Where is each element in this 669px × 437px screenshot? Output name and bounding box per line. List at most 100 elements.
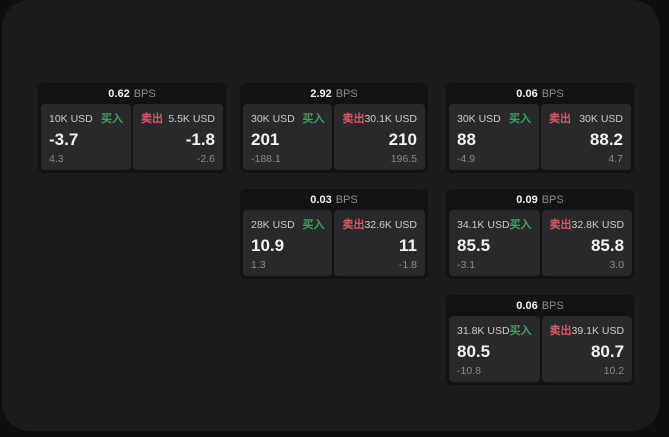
buy-tile[interactable]: 10K USD 买入 -3.7 4.3: [41, 104, 131, 170]
sell-price: -1.8: [185, 130, 215, 149]
quote-card: 0.03 BPS 28K USD 买入 10.9 1.3 卖出 32.6K US…: [240, 189, 428, 279]
buy-tile-header: 28K USD 买入: [251, 216, 324, 232]
sell-price: 210: [388, 130, 417, 149]
buy-tile[interactable]: 31.8K USD 买入 80.5 -10.8: [449, 316, 540, 382]
sell-side-label: 卖出: [549, 325, 572, 337]
sell-delta: 196.5: [390, 153, 417, 165]
sell-side-label: 卖出: [549, 113, 571, 125]
buy-tile-header: 34.1K USD 买入: [457, 216, 532, 232]
sell-tile-header: 卖出 39.1K USD: [550, 322, 625, 338]
quote-tiles: 28K USD 买入 10.9 1.3 卖出 32.6K USD 11 -1.8: [240, 210, 428, 279]
sell-price: 11: [399, 236, 417, 255]
sell-tile-header: 卖出 30K USD: [549, 110, 623, 126]
buy-tile[interactable]: 28K USD 买入 10.9 1.3: [243, 210, 333, 276]
quote-card: 0.09 BPS 34.1K USD 买入 85.5 -3.1 卖出 32.8K…: [446, 189, 634, 279]
buy-notional: 28K USD: [251, 219, 295, 231]
sell-side-label: 卖出: [342, 219, 365, 231]
sell-tile[interactable]: 卖出 30K USD 88.2 4.7: [541, 104, 631, 170]
buy-tile-header: 30K USD 买入: [457, 110, 531, 126]
buy-delta: -4.9: [457, 153, 476, 165]
buy-notional: 34.1K USD: [457, 219, 510, 231]
sell-tile[interactable]: 卖出 39.1K USD 80.7 10.2: [541, 316, 633, 382]
sell-tile[interactable]: 卖出 5.5K USD -1.8 -2.6: [133, 104, 223, 170]
buy-tile-header: 30K USD 买入: [251, 110, 324, 126]
sell-delta: -1.8: [398, 259, 417, 271]
sell-side-label: 卖出: [141, 113, 163, 125]
sell-price: 85.8: [590, 236, 625, 255]
buy-delta: 1.3: [251, 259, 266, 271]
bps-unit-label: BPS: [541, 193, 564, 206]
buy-tile-header: 10K USD 买入: [49, 110, 123, 126]
bps-unit-label: BPS: [335, 87, 358, 100]
buy-notional: 31.8K USD: [457, 325, 510, 337]
sell-side-label: 卖出: [549, 219, 572, 231]
quote-tiles: 10K USD 买入 -3.7 4.3 卖出 5.5K USD -1.8 -2.…: [38, 104, 226, 173]
sell-tile[interactable]: 卖出 32.6K USD 11 -1.8: [334, 210, 425, 276]
bps-value: 0.09: [516, 193, 538, 206]
bps-value: 0.06: [516, 87, 538, 100]
quote-card: 0.06 BPS 31.8K USD 买入 80.5 -10.8 卖出 39.1…: [446, 295, 634, 385]
bps-value: 0.06: [516, 299, 538, 312]
buy-side-label: 买入: [101, 113, 123, 125]
buy-price: 88: [457, 130, 476, 149]
card-header: 0.03 BPS: [240, 189, 428, 210]
sell-tile[interactable]: 卖出 30.1K USD 210 196.5: [334, 104, 425, 170]
buy-side-label: 买入: [509, 113, 531, 125]
buy-tile-header: 31.8K USD 买入: [457, 322, 532, 338]
bps-unit-label: BPS: [133, 87, 156, 100]
buy-tile[interactable]: 30K USD 买入 88 -4.9: [449, 104, 539, 170]
buy-price: 85.5: [457, 236, 491, 255]
buy-delta: 4.3: [49, 153, 64, 165]
quote-tiles: 31.8K USD 买入 80.5 -10.8 卖出 39.1K USD 80.…: [446, 316, 634, 385]
buy-tile[interactable]: 30K USD 买入 201 -188.1: [243, 104, 333, 170]
quote-card: 0.06 BPS 30K USD 买入 88 -4.9 卖出 30K USD 8…: [446, 83, 634, 173]
sell-tile-header: 卖出 5.5K USD: [141, 110, 215, 126]
buy-price: 201: [251, 130, 280, 149]
buy-price: 10.9: [251, 236, 285, 255]
sell-notional: 30K USD: [579, 113, 623, 125]
buy-delta: -188.1: [251, 153, 281, 165]
sell-side-label: 卖出: [342, 113, 365, 125]
buy-notional: 30K USD: [251, 113, 295, 125]
sell-delta: -2.6: [196, 153, 215, 165]
sell-notional: 32.6K USD: [364, 219, 417, 231]
bps-value: 0.03: [310, 193, 332, 206]
buy-price: 80.5: [457, 342, 491, 361]
sell-delta: 10.2: [603, 365, 625, 377]
bps-unit-label: BPS: [541, 299, 564, 312]
sell-notional: 30.1K USD: [364, 113, 417, 125]
sell-notional: 32.8K USD: [571, 219, 625, 231]
sell-tile-header: 卖出 32.6K USD: [342, 216, 417, 232]
buy-side-label: 买入: [302, 219, 325, 231]
buy-side-label: 买入: [302, 113, 325, 125]
card-header: 0.06 BPS: [446, 83, 634, 104]
buy-price: -3.7: [49, 130, 79, 149]
buy-delta: -3.1: [457, 259, 476, 271]
sell-tile-header: 卖出 30.1K USD: [342, 110, 417, 126]
buy-side-label: 买入: [509, 219, 532, 231]
card-header: 0.06 BPS: [446, 295, 634, 316]
sell-price: 80.7: [590, 342, 625, 361]
sell-tile[interactable]: 卖出 32.8K USD 85.8 3.0: [541, 210, 633, 276]
buy-notional: 10K USD: [49, 113, 93, 125]
bps-unit-label: BPS: [335, 193, 358, 206]
sell-delta: 3.0: [609, 259, 625, 271]
card-header: 0.09 BPS: [446, 189, 634, 210]
card-header: 2.92 BPS: [240, 83, 428, 104]
quote-card: 2.92 BPS 30K USD 买入 201 -188.1 卖出 30.1K …: [240, 83, 428, 173]
sell-price: 88.2: [589, 130, 623, 149]
buy-tile[interactable]: 34.1K USD 买入 85.5 -3.1: [449, 210, 540, 276]
bps-value: 0.62: [108, 87, 130, 100]
sell-notional: 5.5K USD: [168, 113, 215, 125]
sell-tile-header: 卖出 32.8K USD: [550, 216, 625, 232]
buy-notional: 30K USD: [457, 113, 501, 125]
buy-side-label: 买入: [509, 325, 532, 337]
bps-unit-label: BPS: [541, 87, 564, 100]
quote-tiles: 30K USD 买入 201 -188.1 卖出 30.1K USD 210 1…: [240, 104, 428, 173]
quote-board: 0.62 BPS 10K USD 买入 -3.7 4.3 卖出 5.5K USD…: [2, 0, 660, 431]
quote-tiles: 34.1K USD 买入 85.5 -3.1 卖出 32.8K USD 85.8…: [446, 210, 634, 279]
bps-value: 2.92: [310, 87, 332, 100]
quote-card: 0.62 BPS 10K USD 买入 -3.7 4.3 卖出 5.5K USD…: [38, 83, 226, 173]
buy-delta: -10.8: [457, 365, 481, 377]
